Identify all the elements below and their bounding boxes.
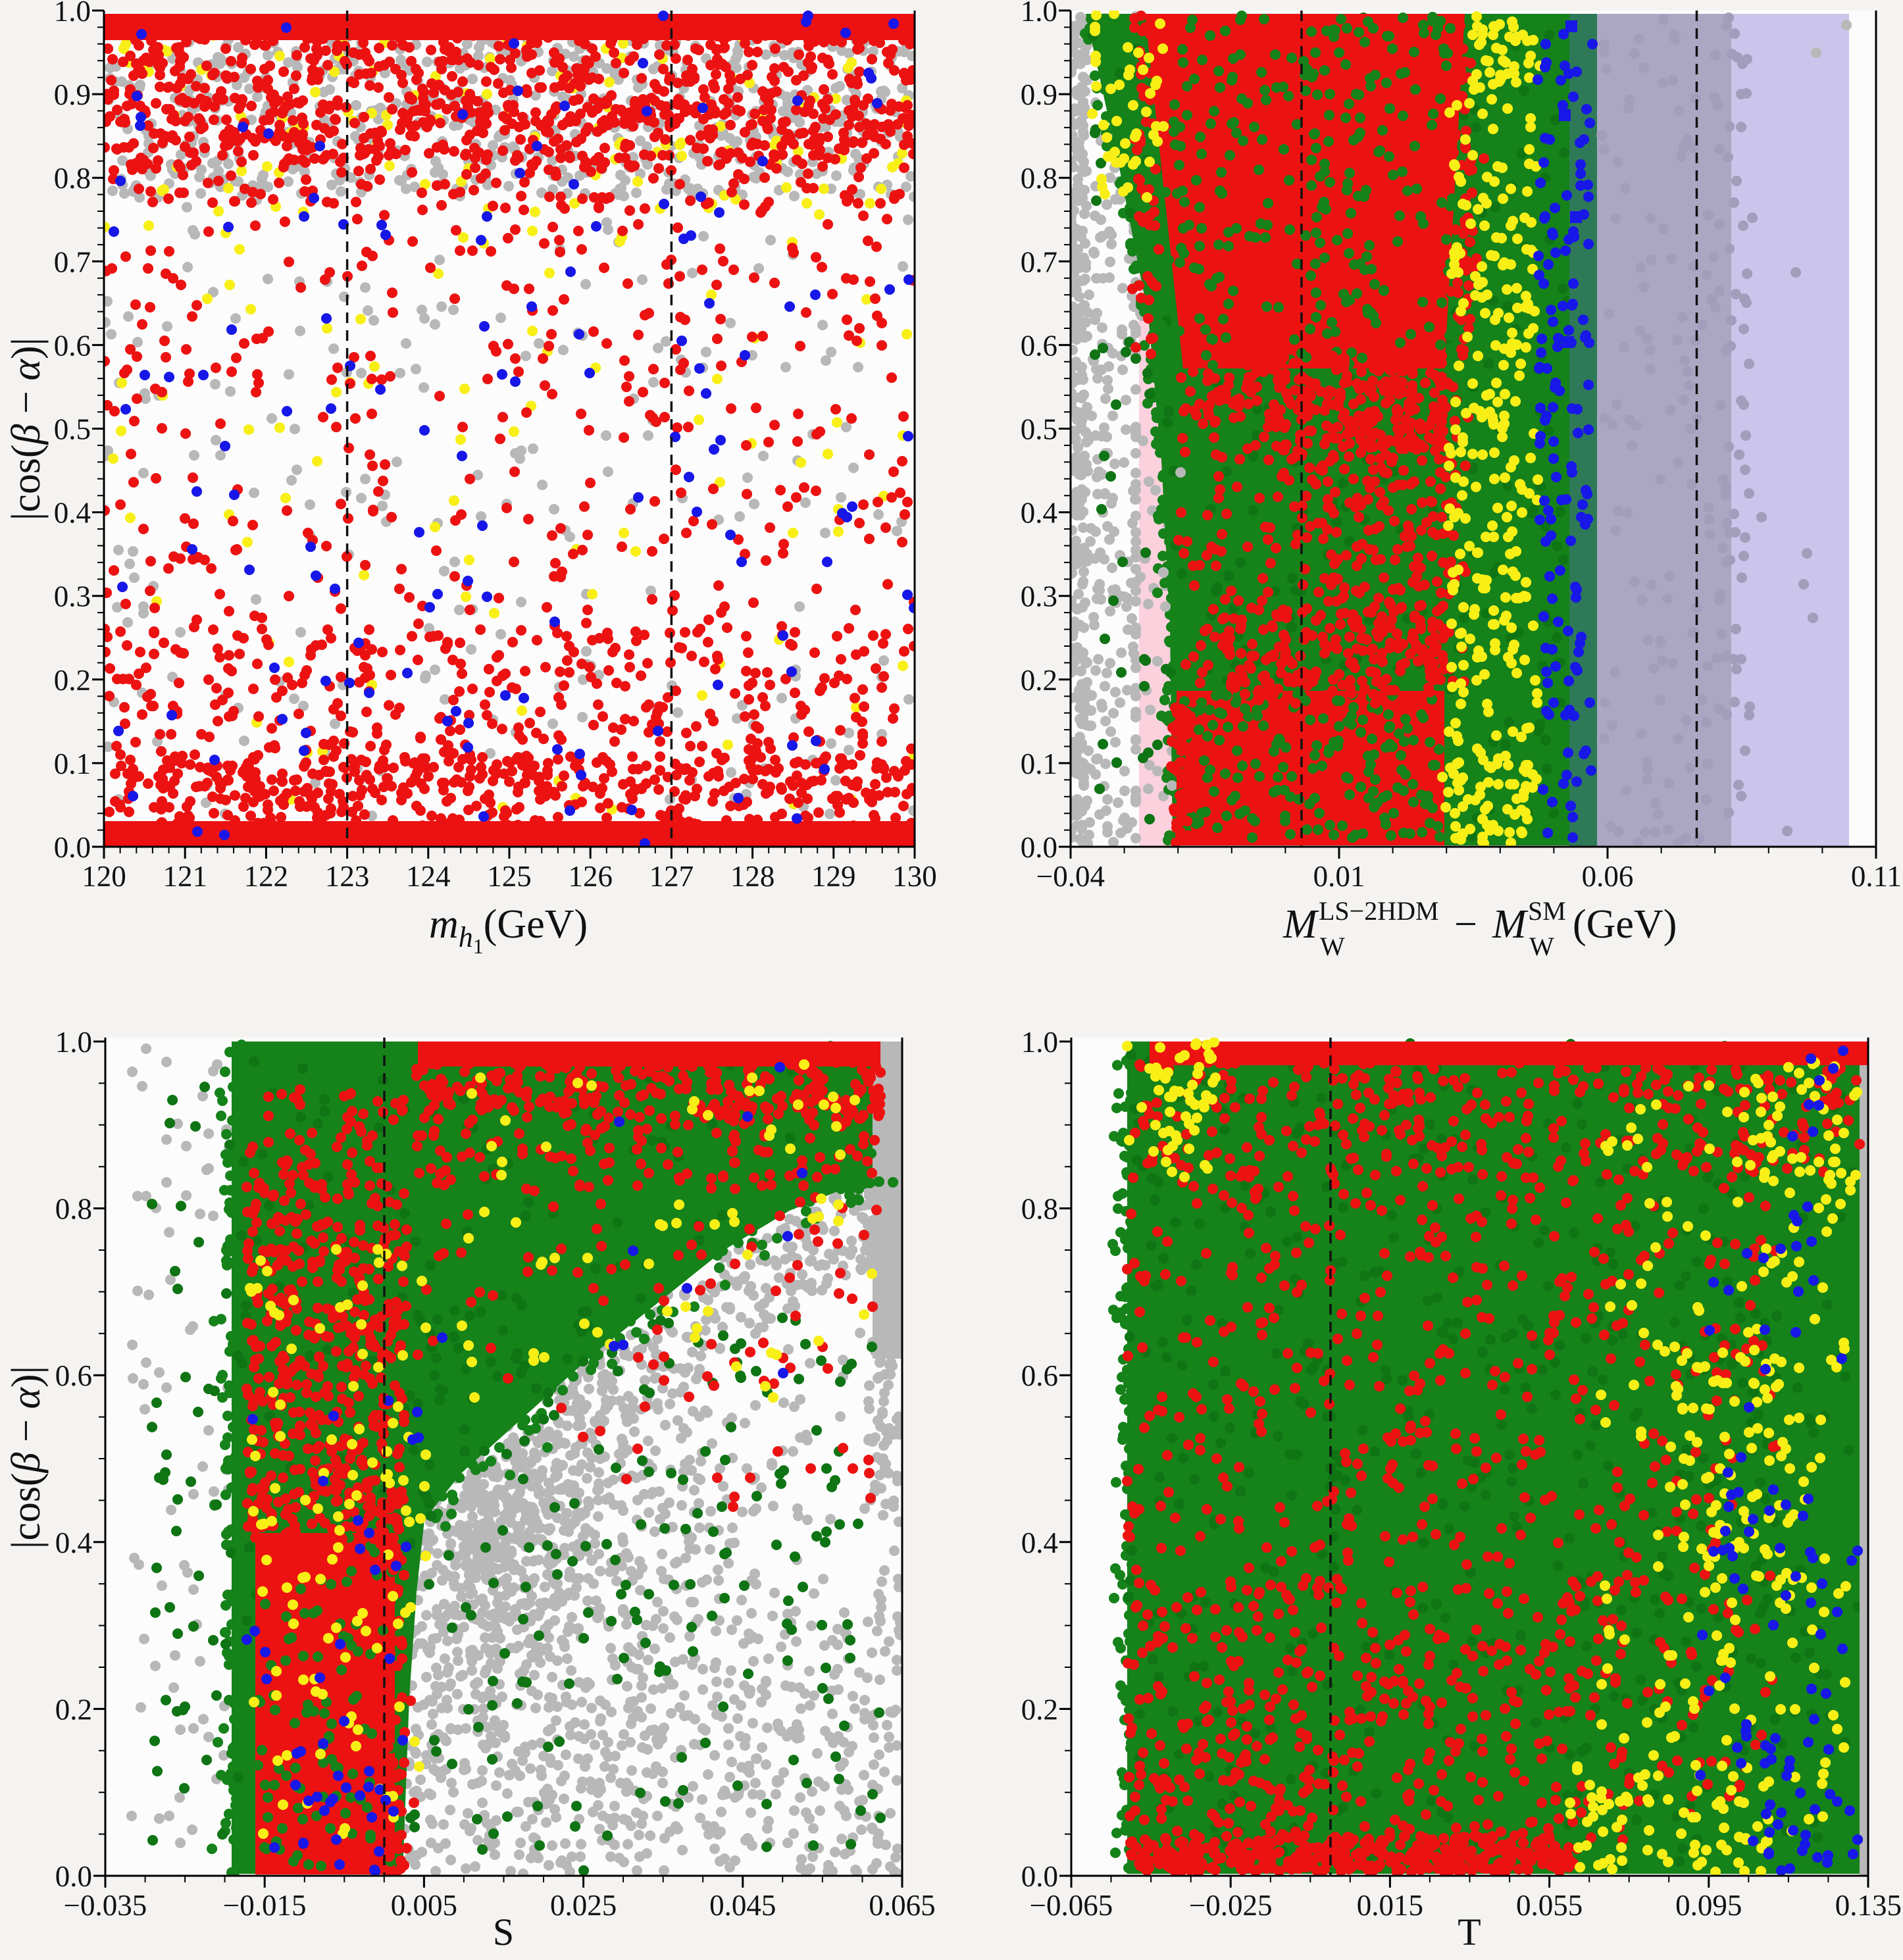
svg-text:0.065: 0.065 (869, 1889, 935, 1922)
svg-text:0.5: 0.5 (1021, 413, 1057, 446)
svg-text:W: W (1320, 932, 1345, 961)
svg-text:0.025: 0.025 (550, 1889, 617, 1922)
svg-text:0.2: 0.2 (1021, 1693, 1058, 1726)
svg-text:mh1(GeV): mh1(GeV) (429, 902, 588, 958)
svg-text:0.01: 0.01 (1313, 860, 1365, 893)
svg-text:0.4: 0.4 (1021, 497, 1057, 530)
svg-text:120: 120 (82, 860, 126, 893)
svg-text:0.005: 0.005 (391, 1889, 457, 1922)
svg-text:0.8: 0.8 (1021, 162, 1057, 195)
svg-text:−0.015: −0.015 (223, 1889, 307, 1922)
svg-text:0.0: 0.0 (54, 831, 91, 864)
svg-text:0.6: 0.6 (1021, 1359, 1058, 1392)
svg-text:M: M (1282, 902, 1319, 947)
svg-text:|cos(β − α)|: |cos(β − α)| (4, 1366, 49, 1549)
svg-text:0.5: 0.5 (54, 413, 91, 446)
svg-text:0.1: 0.1 (1021, 747, 1057, 780)
svg-text:0.8: 0.8 (54, 162, 91, 195)
svg-text:(GeV): (GeV) (1573, 902, 1677, 947)
svg-text:0.7: 0.7 (1021, 245, 1057, 278)
svg-text:0.4: 0.4 (1021, 1526, 1058, 1559)
svg-text:0.2: 0.2 (54, 664, 91, 697)
svg-text:0.9: 0.9 (1021, 78, 1057, 111)
svg-text:0.6: 0.6 (54, 329, 91, 362)
svg-text:126: 126 (568, 860, 613, 893)
svg-text:T: T (1458, 1911, 1481, 1953)
svg-text:1.0: 1.0 (55, 1026, 92, 1059)
svg-text:121: 121 (163, 860, 207, 893)
svg-text:1.0: 1.0 (1021, 0, 1057, 28)
svg-text:−0.04: −0.04 (1036, 860, 1105, 893)
svg-text:0.6: 0.6 (1021, 329, 1057, 362)
svg-text:0.3: 0.3 (54, 580, 91, 613)
svg-text:0.2: 0.2 (1021, 664, 1057, 697)
svg-text:0.11: 0.11 (1851, 860, 1902, 893)
svg-text:123: 123 (325, 860, 370, 893)
svg-text:0.045: 0.045 (709, 1889, 776, 1922)
svg-text:122: 122 (244, 860, 289, 893)
svg-text:125: 125 (487, 860, 532, 893)
svg-text:−0.035: −0.035 (64, 1889, 147, 1922)
svg-text:1.0: 1.0 (1021, 1026, 1058, 1059)
svg-text:129: 129 (811, 860, 856, 893)
svg-text:0.0: 0.0 (55, 1860, 92, 1893)
svg-text:0.095: 0.095 (1675, 1889, 1742, 1922)
svg-text:128: 128 (730, 860, 775, 893)
svg-text:−: − (1454, 902, 1477, 947)
svg-text:|cos(β − α)|: |cos(β − α)| (4, 338, 49, 520)
svg-text:0.4: 0.4 (54, 497, 91, 530)
svg-text:0.015: 0.015 (1357, 1889, 1423, 1922)
svg-text:0.135: 0.135 (1835, 1889, 1902, 1922)
svg-text:1.0: 1.0 (54, 0, 91, 28)
svg-text:0.7: 0.7 (54, 245, 91, 278)
svg-text:M: M (1492, 902, 1529, 947)
svg-text:−0.065: −0.065 (1030, 1889, 1113, 1922)
svg-text:SM: SM (1528, 896, 1566, 926)
svg-text:−0.025: −0.025 (1189, 1889, 1273, 1922)
svg-text:0.0: 0.0 (1021, 831, 1057, 864)
svg-text:0.1: 0.1 (54, 747, 91, 780)
svg-text:0.055: 0.055 (1516, 1889, 1583, 1922)
svg-text:130: 130 (892, 860, 937, 893)
svg-text:127: 127 (649, 860, 694, 893)
svg-text:0.4: 0.4 (55, 1526, 92, 1559)
svg-text:0.9: 0.9 (54, 78, 91, 111)
svg-text:0.3: 0.3 (1021, 580, 1057, 613)
svg-text:0.06: 0.06 (1582, 860, 1634, 893)
svg-text:124: 124 (406, 860, 451, 893)
svg-text:0.8: 0.8 (55, 1193, 92, 1226)
svg-text:0.8: 0.8 (1021, 1193, 1058, 1226)
svg-text:LS−2HDM: LS−2HDM (1319, 896, 1439, 926)
svg-text:0.6: 0.6 (55, 1359, 92, 1392)
svg-text:0.0: 0.0 (1021, 1860, 1058, 1893)
svg-text:W: W (1529, 932, 1554, 961)
svg-text:S: S (493, 1911, 514, 1953)
svg-text:0.2: 0.2 (55, 1693, 92, 1726)
